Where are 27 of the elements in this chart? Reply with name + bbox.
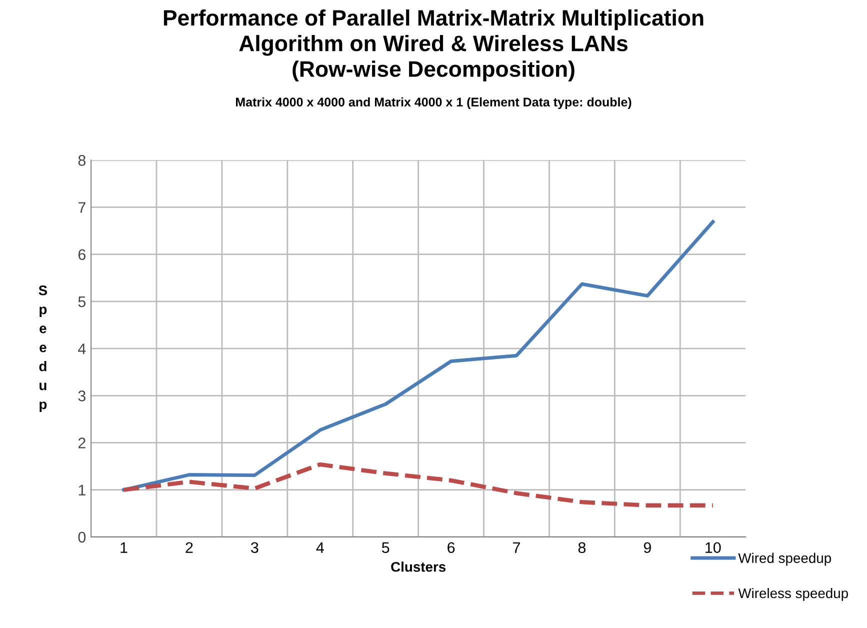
y-tick-label: 5 (78, 296, 86, 308)
y-axis-title: Speedup (38, 285, 48, 412)
legend-label: Wireless speedup (738, 588, 848, 601)
x-tick-label: 5 (382, 542, 390, 554)
y-tick-label: 3 (78, 390, 86, 402)
x-axis-title: Clusters (391, 562, 446, 572)
line-series (122, 220, 715, 492)
x-tick-label: 10 (706, 542, 721, 554)
y-tick-label: 4 (78, 344, 86, 354)
x-tick-label: 3 (251, 542, 258, 554)
y-tick-label: 0 (78, 532, 86, 543)
chart-subtitle: Matrix 4000 x 4000 and Matrix 4000 x 1 (Element Data type: double) (236, 97, 632, 109)
y-tick-label: 7 (78, 202, 86, 213)
chart-title: Performance of Parallel Matrix-Matrix Multiplication Algorithm on Wired & Wireless LANs (Row-wise Decomposition) (164, 9, 704, 82)
x-tick-label: 6 (448, 542, 455, 554)
y-tick-label: 2 (78, 438, 86, 448)
x-tick-label: 8 (578, 542, 586, 554)
x-tick-label: 9 (644, 542, 651, 554)
line-series (122, 462, 715, 508)
x-tick-label: 1 (120, 542, 128, 553)
legend-label: Wired speedup (738, 552, 832, 566)
y-tick-label: 1 (78, 484, 86, 496)
y-tick-label: 6 (78, 249, 86, 260)
y-tick-label: 8 (78, 155, 86, 166)
x-tick-label: 2 (186, 542, 193, 553)
x-tick-label: 7 (513, 542, 520, 553)
x-tick-label: 4 (316, 542, 324, 553)
